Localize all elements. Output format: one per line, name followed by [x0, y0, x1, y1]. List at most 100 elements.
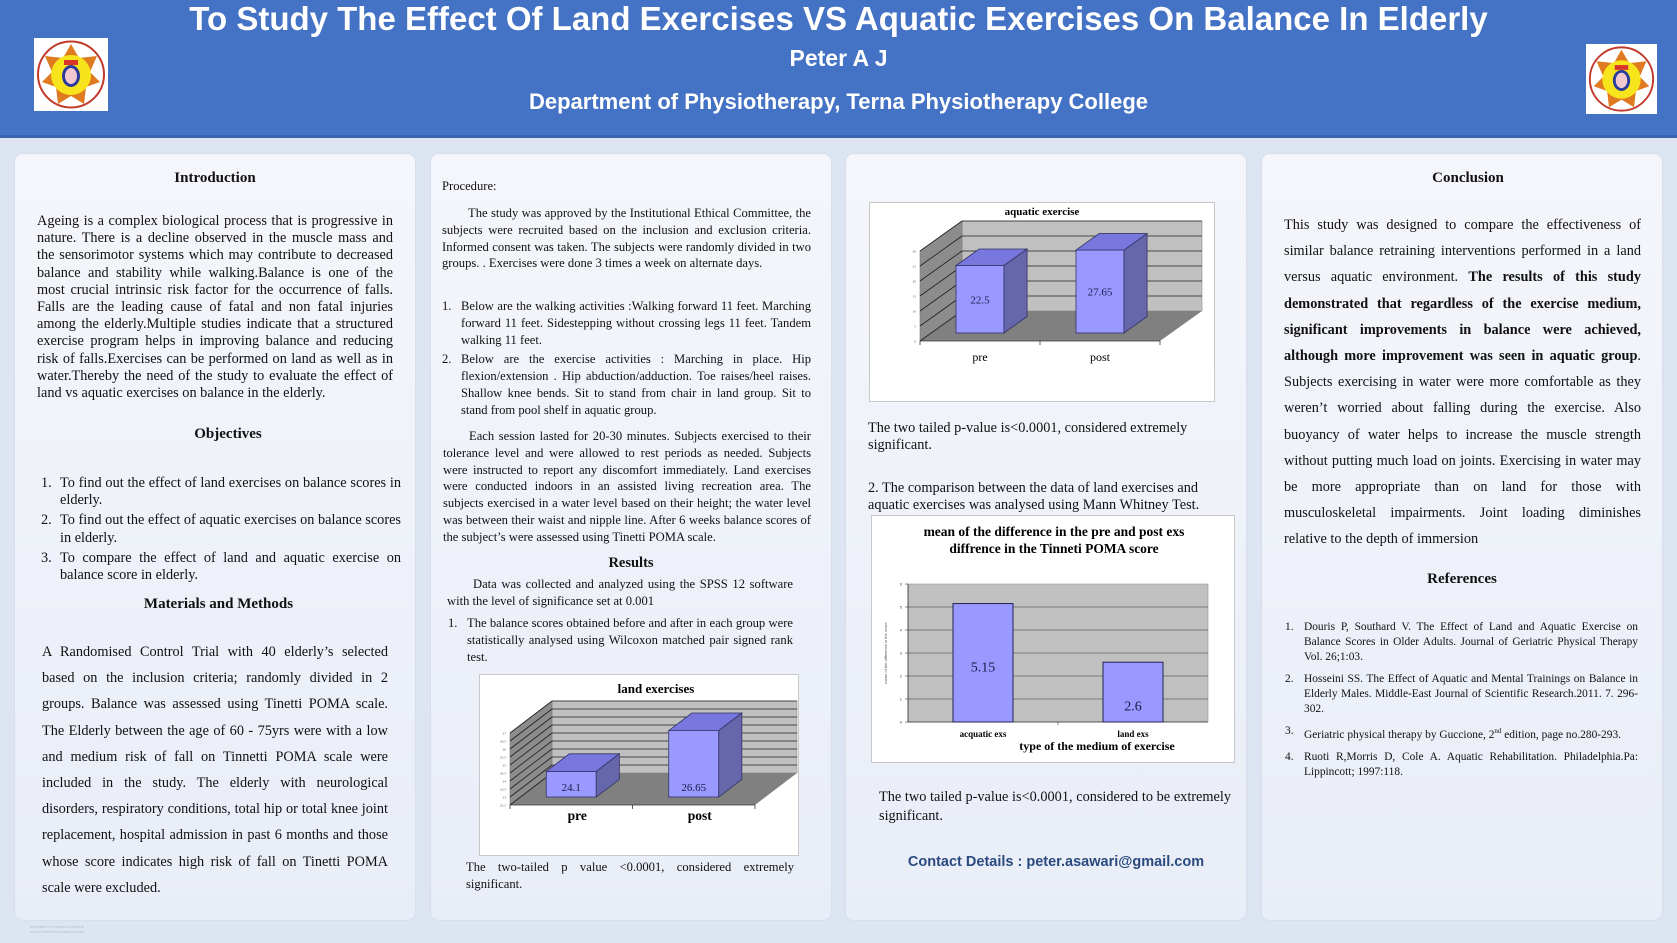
- data-label: 22.5: [970, 294, 990, 306]
- footer-watermark: templates for research posters www.Poste…: [30, 924, 85, 934]
- bar-side: [595, 752, 620, 798]
- y-tick-label: 25: [503, 764, 507, 768]
- bar-side: [1003, 248, 1028, 334]
- bar-side: [1123, 232, 1148, 334]
- bar-side: [718, 712, 743, 798]
- poster-title: To Study The Effect Of Land Exercises VS…: [189, 0, 1488, 37]
- results-intro: Data was collected and analyzed using th…: [447, 577, 793, 608]
- bar-pre: [955, 265, 1005, 334]
- gridline-side: [509, 764, 553, 798]
- mann-whitney-text: 2. The comparison between the data of la…: [868, 480, 1200, 514]
- gridline-side: [509, 748, 553, 782]
- panel-conclusion-references: Conclusion This study was designed to co…: [1262, 154, 1662, 920]
- chart-title: land exercises: [618, 681, 695, 696]
- introduction-text: Ageing is a complex biological process t…: [37, 213, 393, 402]
- procedure-item: 2. Below are the exercise activities : Ma…: [442, 352, 811, 417]
- gridline-side: [919, 280, 963, 312]
- y-tick-label: 6: [900, 582, 903, 587]
- methods-text: A Randomised Control Trial with 40 elder…: [42, 644, 388, 896]
- y-tick-label: 1: [900, 697, 903, 702]
- x-category-label: land exs: [1117, 729, 1149, 739]
- references-list: 1. Douris P, Southard V. The Effect of L…: [1285, 620, 1638, 780]
- college-emblem-icon: [1586, 44, 1657, 114]
- y-tick-label: 25: [913, 265, 917, 269]
- difference-chart-svg: mean of the difference in the pre and po…: [883, 524, 1209, 753]
- y-tick-label: 24.5: [500, 772, 506, 776]
- x-category-label: pre: [568, 808, 587, 823]
- y-tick-label: 22.5: [500, 804, 506, 808]
- procedure-intro: The study was approved by the Institutio…: [442, 206, 811, 271]
- chart-title: aquatic exercise: [1005, 206, 1080, 218]
- chart-title-line: diffrence in the Tinneti POMA score: [949, 541, 1158, 556]
- y-tick-label: 5: [914, 325, 916, 329]
- objectives-list: 1. To find out the effect of land exercis…: [41, 475, 401, 584]
- y-tick-label: 26: [503, 748, 507, 752]
- gridline-side: [509, 724, 553, 758]
- conclusion-text: This study was designed to compare the e…: [1284, 217, 1641, 548]
- author-name: Peter A J: [789, 45, 888, 71]
- procedure-session: Each session lasted for 20-30 minutes. S…: [443, 429, 811, 544]
- results-list: 1. The balance scores obtained before and…: [448, 615, 793, 665]
- methods-heading: Materials and Methods: [143, 596, 294, 612]
- data-label: 5.15: [971, 660, 996, 675]
- procedure-list: 1. Below are the walking activities :Walk…: [442, 298, 811, 419]
- reference-item: 4. Ruoti R,Morris D, Cole A. Aquatic Reha…: [1285, 750, 1638, 778]
- objective-item: 1. To find out the effect of land exercis…: [41, 475, 401, 509]
- x-category-label: pre: [972, 350, 987, 364]
- y-tick-label: 23: [503, 796, 507, 800]
- y-tick-label: 5: [900, 605, 903, 610]
- difference-chart: mean of the difference in the pre and po…: [871, 515, 1235, 763]
- contact-details: Contact Details : peter.asawari@gmail.co…: [907, 854, 1205, 870]
- data-label: 24.1: [562, 782, 581, 794]
- aquatic-exercise-chart-svg: aquatic exercise 0 5 10 15 20 25 30 22.5 pre 27.65…: [913, 206, 1203, 364]
- chart-title-line: mean of the difference in the pre and po…: [924, 524, 1185, 539]
- y-tick-label: 30: [913, 250, 917, 254]
- y-tick-label: 0: [900, 720, 903, 725]
- gridline-side: [919, 310, 963, 342]
- y-tick-label: 25.5: [500, 756, 506, 760]
- aquatic-exercise-chart: aquatic exercise 0 5 10 15 20 25 30 22.5 pre 27.65…: [869, 202, 1215, 402]
- gridline-side: [919, 235, 963, 267]
- gridline-side: [919, 295, 963, 327]
- land-chart-caption: The two-tailed p value <0.0001, consider…: [466, 860, 794, 891]
- y-tick-label: 15: [913, 295, 917, 299]
- y-tick-label: 27: [503, 732, 507, 736]
- results-item: 1. The balance scores obtained before and…: [448, 616, 793, 664]
- data-label: 2.6: [1124, 700, 1142, 715]
- gridline-side: [509, 700, 553, 734]
- ordinal-suffix: nd: [1494, 727, 1502, 735]
- bar-acquatic-exs: [952, 603, 1014, 723]
- land-exercises-chart: land exercises 22.5 23 23.5 24 24.5 25 25.5 26 26…: [479, 674, 799, 856]
- land-exercises-chart-svg: land exercises 22.5 23 23.5 24 24.5 25 25.5 26 26…: [500, 681, 798, 823]
- data-label: 27.65: [1088, 287, 1113, 299]
- objective-item: 3. To compare the effect of land and aqua…: [41, 549, 401, 584]
- bar-post: [1075, 249, 1125, 334]
- procedure-item: 1. Below are the walking activities :Walk…: [442, 299, 811, 347]
- y-axis-label: mean of the difference in the score: [883, 621, 888, 683]
- reference-item: 1. Douris P, Southard V. The Effect of L…: [1285, 621, 1638, 663]
- panel-introduction: Introduction Ageing is a complex biologi…: [15, 154, 415, 920]
- y-tick-label: 4: [900, 628, 903, 633]
- x-category-label: acquatic exs: [960, 729, 1007, 739]
- department-name: Department of Physiotherapy, Terna Physi…: [529, 89, 1148, 114]
- panel-procedure-results: Procedure: The study was approved by the…: [431, 154, 831, 920]
- procedure-heading: Procedure:: [442, 179, 497, 193]
- gridline-side: [919, 250, 963, 282]
- y-tick-label: 10: [913, 310, 917, 314]
- objective-item: 2. To find out the effect of aquatic exer…: [41, 512, 401, 546]
- gridline-side: [509, 772, 553, 806]
- y-tick-label: 26.5: [500, 740, 506, 744]
- bar-pre: [545, 771, 597, 798]
- gridline-side: [509, 732, 553, 766]
- gridline-side: [509, 756, 553, 790]
- y-tick-label: 24: [503, 780, 507, 784]
- y-tick-label: 2: [900, 674, 903, 679]
- panel-results-continued: aquatic exercise 0 5 10 15 20 25 30 22.5 pre 27.65…: [846, 154, 1246, 920]
- gridline-side: [509, 740, 553, 774]
- introduction-heading: Introduction: [174, 170, 256, 186]
- difference-chart-caption: The two tailed p-value is<0.0001, consid…: [879, 789, 1231, 824]
- objectives-heading: Objectives: [194, 426, 262, 442]
- reference-item: 2. Hosseini SS. The Effect of Aquatic an…: [1285, 673, 1638, 715]
- reference-item: 3. Geriatric physical therapy by Guccione…: [1285, 725, 1621, 741]
- references-heading: References: [1427, 571, 1497, 587]
